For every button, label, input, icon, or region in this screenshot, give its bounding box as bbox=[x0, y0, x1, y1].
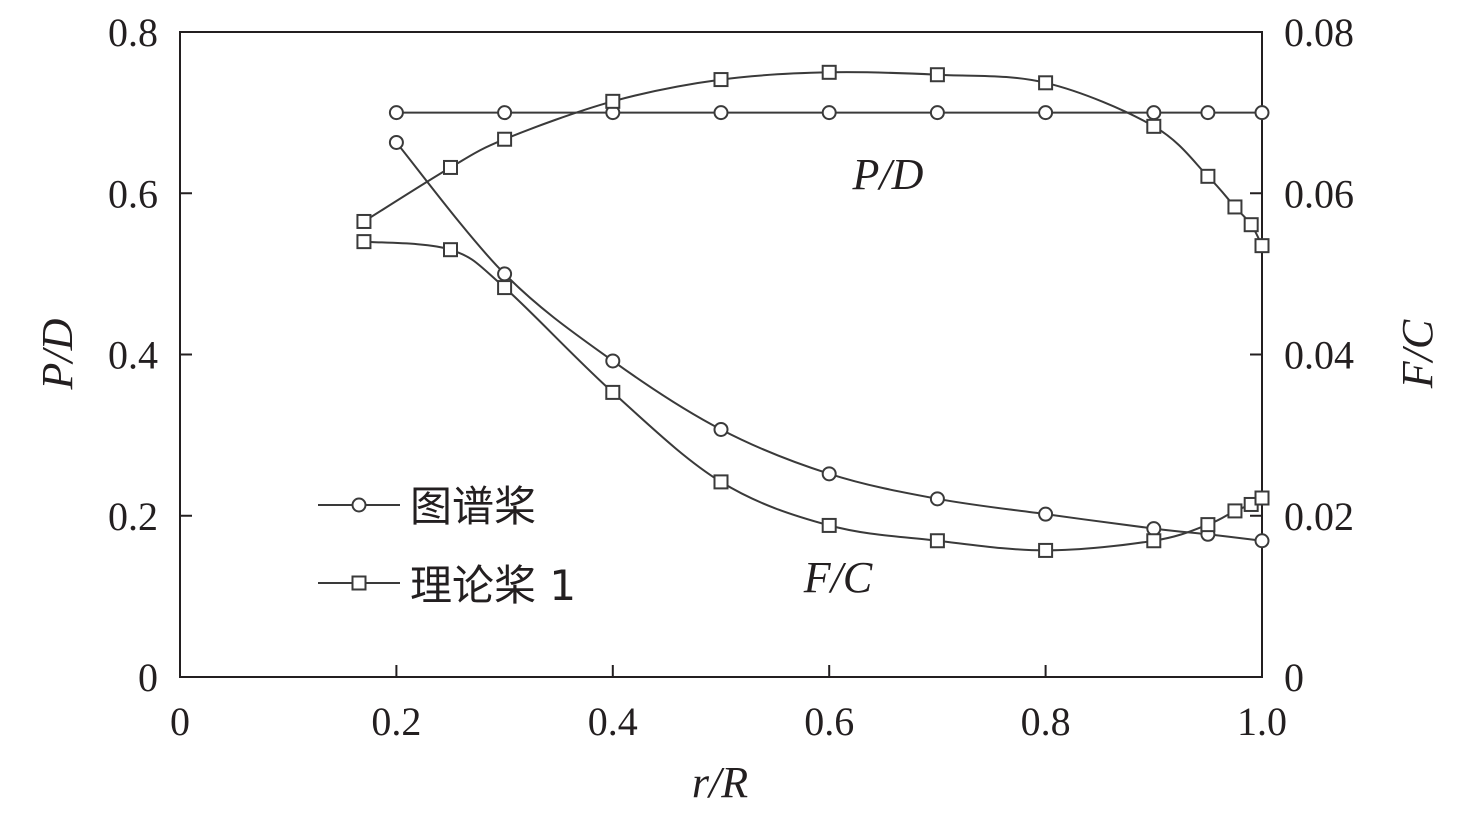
data-point-fc-square bbox=[1227, 503, 1243, 519]
data-point-fc-circle bbox=[1038, 506, 1054, 522]
y-right-axis-title: F/C bbox=[1393, 319, 1442, 389]
data-point-fc-circle bbox=[929, 491, 945, 507]
data-point-fc-square bbox=[1200, 517, 1216, 533]
legend-label-2: 理论桨 1 bbox=[410, 561, 576, 610]
data-point-fc-square bbox=[356, 234, 372, 250]
data-point-fc-square bbox=[713, 474, 729, 490]
data-point-pd-circle bbox=[1038, 105, 1054, 121]
y-left-tick-label: 0.2 bbox=[108, 494, 158, 539]
data-point-pd-circle bbox=[821, 105, 837, 121]
data-point-fc-circle bbox=[605, 353, 621, 369]
data-point-pd-square bbox=[713, 72, 729, 88]
x-axis-title: r/R bbox=[692, 758, 748, 807]
y-right-tick-label: 0 bbox=[1284, 655, 1304, 700]
data-point-pd-square bbox=[497, 131, 513, 147]
data-point-fc-square bbox=[497, 280, 513, 296]
data-point-pd-circle bbox=[929, 105, 945, 121]
y-right-tick-label: 0.02 bbox=[1284, 494, 1354, 539]
data-point-pd-circle bbox=[1254, 105, 1270, 121]
annotation-fc: F/C bbox=[803, 553, 873, 602]
y-left-tick-label: 0.4 bbox=[108, 333, 158, 378]
data-point-pd-square bbox=[1146, 118, 1162, 134]
plot-frame bbox=[179, 31, 1263, 678]
y-left-tick-label: 0.8 bbox=[108, 10, 158, 55]
data-point-pd-circle bbox=[497, 105, 513, 121]
x-tick-label: 0 bbox=[170, 699, 190, 744]
series-line-pd-square bbox=[363, 71, 1263, 247]
data-point-pd-square bbox=[605, 93, 621, 109]
y-left-tick-label: 0.6 bbox=[108, 171, 158, 216]
y-left-tick-label: 0 bbox=[138, 655, 158, 700]
data-point-fc-square bbox=[821, 517, 837, 533]
data-point-fc-circle bbox=[1254, 533, 1270, 549]
x-tick-label: 0.6 bbox=[804, 699, 854, 744]
y-left-axis-title: P/D bbox=[33, 318, 82, 390]
data-point-fc-circle bbox=[497, 266, 513, 282]
axes bbox=[179, 31, 1263, 678]
data-point-pd-square bbox=[1200, 168, 1216, 184]
data-point-pd-circle bbox=[1146, 105, 1162, 121]
y-right-tick-label: 0.06 bbox=[1284, 171, 1354, 216]
data-point-pd-circle bbox=[388, 105, 404, 121]
data-point-pd-square bbox=[821, 64, 837, 80]
data-point-pd-square bbox=[356, 213, 372, 229]
data-point-pd-circle bbox=[713, 105, 729, 121]
annotation-pd: P/D bbox=[852, 150, 924, 199]
data-point-pd-circle bbox=[1200, 105, 1216, 121]
y-right-tick-label: 0.04 bbox=[1284, 333, 1354, 378]
x-tick-label: 0.4 bbox=[588, 699, 638, 744]
data-point-fc-circle bbox=[821, 466, 837, 482]
y-right-tick-label: 0.08 bbox=[1284, 10, 1354, 55]
x-tick-label: 0.2 bbox=[371, 699, 421, 744]
data-point-fc-square bbox=[1254, 490, 1270, 506]
legend-label-1: 图谱桨 bbox=[410, 482, 536, 531]
data-point-fc-circle bbox=[713, 421, 729, 437]
data-point-fc-square bbox=[1146, 533, 1162, 549]
data-point-fc-circle bbox=[388, 134, 404, 150]
data-point-fc-square bbox=[1038, 542, 1054, 558]
data-point-fc-circle bbox=[1146, 521, 1162, 537]
legend-marker-square bbox=[351, 575, 367, 591]
data-point-pd-square bbox=[443, 159, 458, 175]
data-point-fc-square bbox=[929, 533, 945, 549]
data-point-fc-square bbox=[443, 242, 458, 258]
data-point-pd-square bbox=[1243, 217, 1259, 233]
x-tick-label: 1.0 bbox=[1237, 699, 1287, 744]
data-point-pd-square bbox=[929, 67, 945, 83]
markers bbox=[356, 64, 1270, 558]
data-point-pd-square bbox=[1038, 75, 1054, 91]
ticks: 0 0.2 0.4 0.6 0.8 1.000.20.40.60.800.020.040.… bbox=[108, 10, 1354, 744]
x-tick-label: 0.8 bbox=[1021, 699, 1071, 744]
legend-marker-circle bbox=[351, 497, 367, 513]
data-point-fc-square bbox=[605, 384, 621, 400]
data-point-pd-square bbox=[1227, 199, 1243, 215]
data-point-pd-square bbox=[1254, 238, 1270, 254]
legend: 图谱桨 理论桨 1 bbox=[318, 482, 576, 610]
